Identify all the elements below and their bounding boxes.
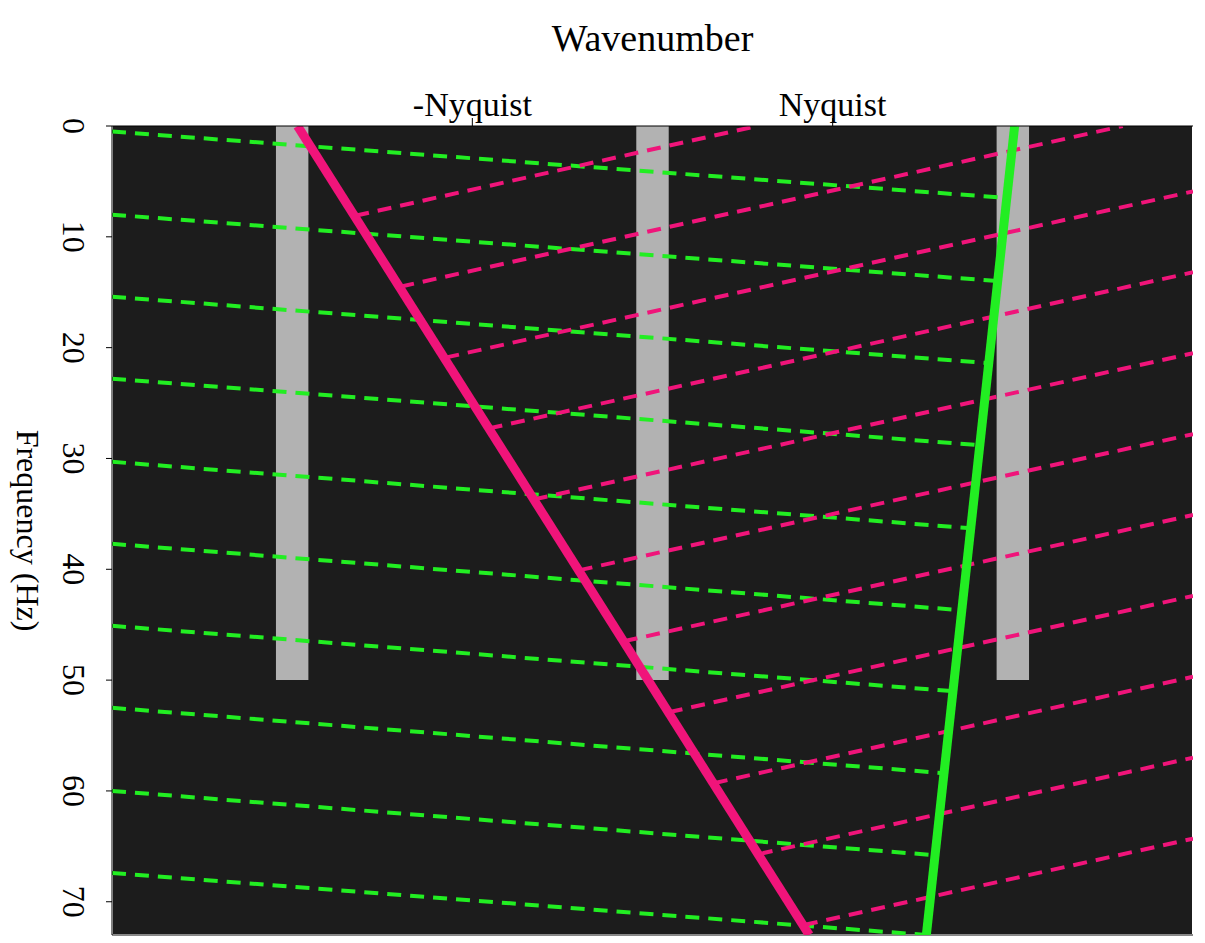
svg-text:60: 60 [56,775,92,807]
svg-text:Nyquist: Nyquist [779,86,887,123]
svg-text:Wavenumber: Wavenumber [552,17,754,59]
svg-text:50: 50 [56,664,92,696]
svg-text:20: 20 [56,332,92,364]
svg-text:Frequency (Hz): Frequency (Hz) [10,430,46,632]
svg-text:40: 40 [56,553,92,585]
svg-text:30: 30 [56,442,92,474]
svg-text:10: 10 [56,221,92,253]
svg-text:70: 70 [56,886,92,918]
svg-text:0: 0 [56,118,92,134]
svg-text:-Nyquist: -Nyquist [413,86,533,123]
